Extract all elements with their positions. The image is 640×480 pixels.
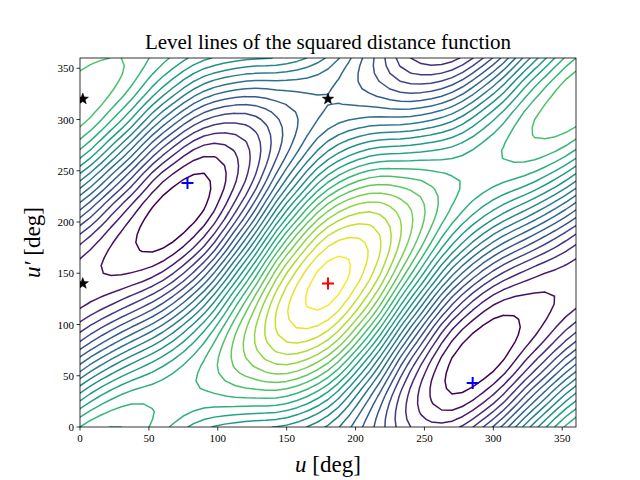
star-marker <box>80 278 88 289</box>
contour-line <box>136 173 520 394</box>
contour-line <box>80 58 576 427</box>
contour-line <box>231 184 425 382</box>
contour-line <box>80 58 576 427</box>
contour-line <box>80 58 576 427</box>
x-tick-label: 350 <box>554 432 571 444</box>
plus-marker <box>322 278 334 290</box>
contour-line <box>243 193 413 374</box>
contour-line <box>275 224 381 343</box>
x-tick <box>80 427 81 431</box>
x-tick <box>562 427 563 431</box>
y-tick <box>77 427 81 428</box>
y-tick <box>77 375 81 376</box>
y-tick <box>77 170 81 171</box>
x-tick <box>217 427 218 431</box>
x-tick-label: 200 <box>347 432 364 444</box>
y-tick-label: 250 <box>58 165 75 177</box>
x-tick <box>493 427 494 431</box>
y-tick <box>77 119 81 120</box>
y-tick-label: 50 <box>63 370 75 382</box>
y-tick <box>77 273 81 274</box>
plus-marker <box>467 377 479 389</box>
plus-marker <box>181 177 193 189</box>
contour-line <box>80 58 576 427</box>
contour-line <box>288 238 368 329</box>
chart-svg: 0 50 100 150 200 250 300 350 0 50 100 150 200 250 300 3… <box>0 0 640 480</box>
y-tick-label: 0 <box>69 421 75 433</box>
chart-container: 0 50 100 150 200 250 300 350 0 50 100 150 200 250 300 3… <box>0 0 640 480</box>
contour-line <box>80 58 576 427</box>
x-tick-label: 50 <box>143 432 155 444</box>
contour-line <box>80 58 576 427</box>
y-tick-label: 100 <box>58 319 75 331</box>
chart-title: Level lines of the squared distance func… <box>145 30 512 54</box>
contour-line <box>80 58 576 427</box>
x-axis-label: u [deg] <box>295 452 361 477</box>
star-marker <box>80 93 88 104</box>
y-tick <box>77 324 81 325</box>
x-tick <box>286 427 287 431</box>
x-tick-label: 150 <box>278 432 295 444</box>
x-tick <box>355 427 356 431</box>
contour-line <box>80 58 576 427</box>
contour-line <box>80 58 576 427</box>
y-tick <box>77 68 81 69</box>
contour-line <box>80 58 576 427</box>
contour-line <box>80 58 576 427</box>
contour-line <box>255 202 402 365</box>
plot-area <box>80 58 576 427</box>
plot-frame <box>80 58 576 427</box>
contour-line <box>80 58 576 427</box>
background <box>0 0 640 480</box>
contour-line <box>265 212 391 355</box>
x-tick <box>424 427 425 431</box>
y-tick-label: 200 <box>58 216 75 228</box>
contour-line <box>306 256 351 310</box>
x-tick-label: 0 <box>77 432 83 444</box>
contour-line <box>80 58 576 427</box>
contour-line <box>80 143 576 423</box>
star-marker <box>322 93 333 104</box>
y-tick-label: 150 <box>58 267 75 279</box>
y-tick-label: 350 <box>58 62 75 74</box>
y-tick-label: 300 <box>58 114 75 126</box>
x-tick-label: 300 <box>485 432 502 444</box>
x-tick-label: 250 <box>416 432 433 444</box>
x-tick <box>148 427 149 431</box>
contour-line <box>80 58 576 427</box>
x-tick-label: 100 <box>210 432 227 444</box>
y-axis-label: u′ [deg] <box>20 207 45 278</box>
y-tick <box>77 222 81 223</box>
contour-line <box>80 58 576 427</box>
